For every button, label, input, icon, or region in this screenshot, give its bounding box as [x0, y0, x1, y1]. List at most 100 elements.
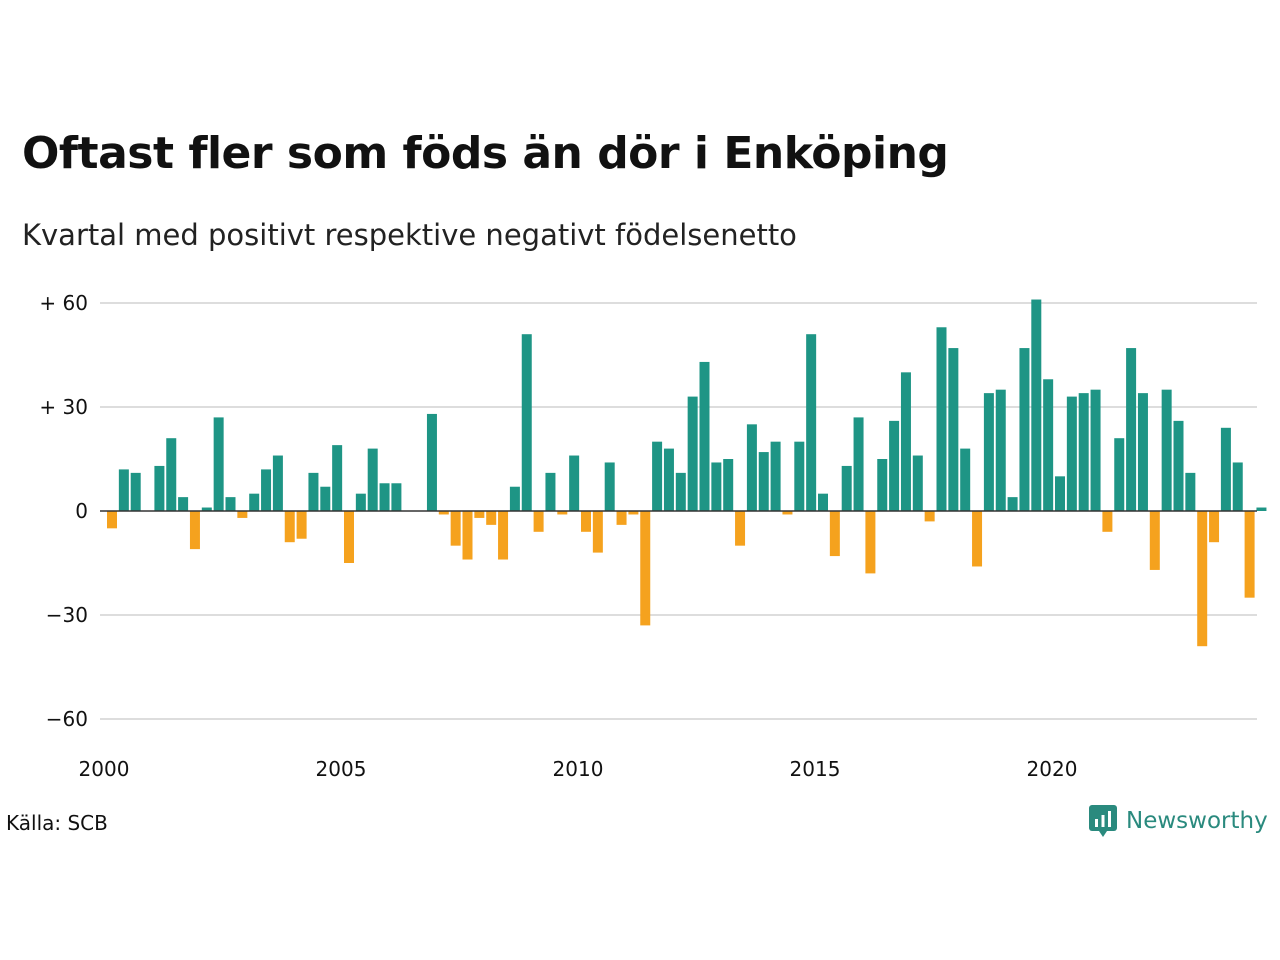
bar-positive — [1090, 389, 1101, 511]
y-tick-label: + 60 — [39, 291, 88, 315]
bar-positive — [758, 452, 769, 511]
bar-positive — [877, 459, 888, 511]
bar-positive — [818, 493, 828, 511]
bar-negative — [616, 511, 627, 525]
bar-negative — [189, 511, 200, 550]
bar-negative — [107, 511, 117, 529]
bar-negative — [865, 511, 876, 574]
bar-positive — [1114, 438, 1125, 511]
x-tick-label: 2020 — [1027, 757, 1078, 781]
bar-positive — [1137, 393, 1148, 511]
bar-positive — [794, 441, 805, 511]
bar-positive — [711, 462, 722, 511]
bar-positive — [118, 469, 129, 511]
bar-positive — [569, 455, 580, 511]
bar-positive — [1161, 389, 1172, 511]
bar-positive — [770, 441, 781, 511]
bar-negative — [474, 511, 485, 518]
bar-positive — [1055, 476, 1065, 511]
bar-positive — [166, 438, 177, 511]
bar-negative — [782, 511, 793, 515]
bar-positive — [1007, 497, 1018, 511]
bar-positive — [889, 420, 900, 511]
bar-negative — [1209, 511, 1220, 543]
bar-negative — [438, 511, 449, 515]
bar-positive — [130, 472, 141, 511]
bars — [107, 299, 1267, 647]
bar-positive — [201, 507, 212, 511]
bar-positive — [960, 448, 971, 511]
bar-positive — [746, 424, 757, 511]
bar-negative — [462, 511, 473, 560]
bar-positive — [1173, 420, 1184, 511]
bar-positive — [699, 361, 710, 511]
bar-positive — [225, 497, 236, 511]
bar-positive — [1126, 348, 1137, 511]
bar-positive — [841, 465, 852, 511]
bar-negative — [344, 511, 354, 563]
bar-negative — [533, 511, 544, 532]
bar-negative — [450, 511, 461, 546]
bar-positive — [806, 334, 817, 511]
y-tick-label: + 30 — [39, 395, 88, 419]
y-tick-label: −30 — [46, 603, 88, 627]
bar-negative — [1197, 511, 1208, 647]
x-axis-ticks: 2000 2005 2010 2015 2020 — [79, 757, 1078, 781]
grid-lines — [100, 302, 1257, 720]
bar-negative — [557, 511, 568, 515]
bar-positive — [1185, 472, 1196, 511]
bar-positive — [983, 393, 994, 511]
bar-positive — [391, 483, 402, 511]
brand-name: Newsworthy — [1126, 808, 1268, 834]
bar-negative — [735, 511, 746, 546]
bar-negative — [924, 511, 935, 522]
bar-positive — [521, 334, 532, 511]
bar-positive — [912, 455, 923, 511]
x-tick-label: 2010 — [553, 757, 604, 781]
bar-negative — [486, 511, 497, 525]
bar-positive — [936, 327, 947, 511]
bar-positive — [995, 389, 1006, 511]
bar-negative — [1244, 511, 1255, 598]
bar-negative — [296, 511, 307, 539]
bar-positive — [154, 465, 165, 511]
bar-positive — [675, 472, 686, 511]
bar-positive — [604, 462, 615, 511]
bar-negative — [628, 511, 639, 515]
bar-positive — [1043, 379, 1054, 511]
source-note: Källa: SCB — [6, 811, 108, 835]
bar-positive — [355, 493, 366, 511]
bar-positive — [1232, 462, 1243, 511]
bar-positive — [1220, 427, 1231, 511]
bar-positive — [1256, 507, 1267, 511]
bar-negative — [1102, 511, 1113, 532]
bar-positive — [948, 348, 959, 511]
bar-positive — [1031, 299, 1042, 511]
bar-negative — [592, 511, 603, 553]
bar-positive — [509, 486, 520, 511]
chart-title: Oftast fler som föds än dör i Enköping — [22, 128, 949, 179]
y-tick-label: −60 — [46, 707, 88, 731]
bar-negative — [284, 511, 295, 543]
bar-positive — [663, 448, 674, 511]
bar-negative — [829, 511, 840, 557]
bar-chart: + 60 + 30 0 −30 −60 2000 2005 2010 2015 2020 — [39, 291, 1267, 781]
bar-negative — [237, 511, 248, 518]
bar-positive — [652, 441, 663, 511]
bar-positive — [426, 413, 437, 511]
bar-positive — [249, 493, 260, 511]
chart-subtitle: Kvartal med positivt respektive negativt… — [22, 218, 797, 252]
bar-positive — [213, 417, 224, 511]
bar-positive — [261, 469, 272, 511]
bar-positive — [1019, 348, 1030, 511]
bar-positive — [178, 497, 189, 511]
bar-positive — [687, 396, 698, 511]
bar-positive — [332, 445, 343, 511]
y-tick-label: 0 — [75, 499, 88, 523]
bar-positive — [723, 459, 734, 511]
bar-positive — [272, 455, 283, 511]
bar-negative — [1149, 511, 1160, 570]
bar-positive — [900, 372, 911, 511]
y-axis-ticks: + 60 + 30 0 −30 −60 — [39, 291, 88, 731]
bar-positive — [320, 486, 331, 511]
